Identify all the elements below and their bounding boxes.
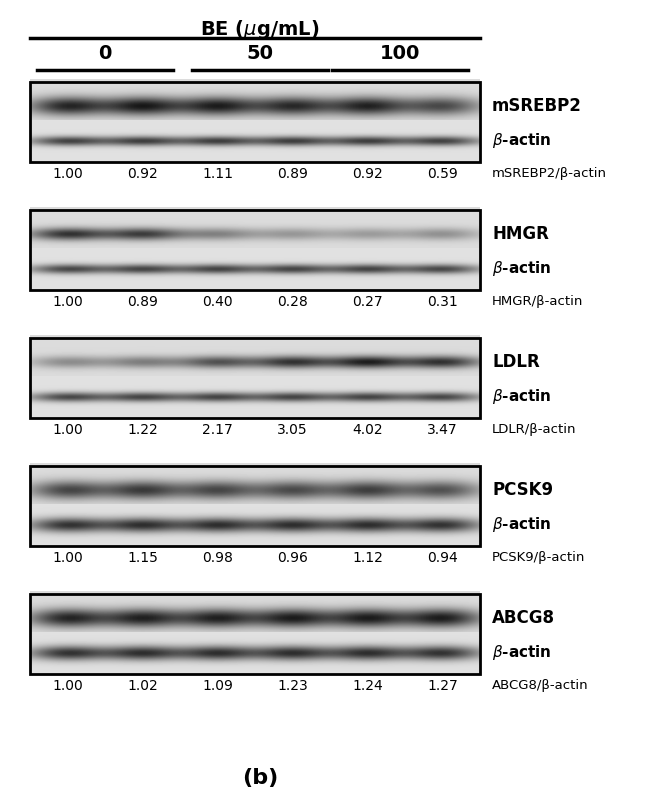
Text: mSREBP2/β-actin: mSREBP2/β-actin bbox=[492, 167, 607, 180]
Text: LDLR: LDLR bbox=[492, 353, 540, 371]
Bar bbox=[30, 338, 480, 418]
Bar bbox=[30, 466, 480, 546]
Text: 1.00: 1.00 bbox=[52, 423, 83, 437]
Text: 0.94: 0.94 bbox=[427, 551, 458, 565]
Text: 0.31: 0.31 bbox=[427, 295, 458, 309]
Bar bbox=[30, 210, 480, 290]
Text: ABCG8/β-actin: ABCG8/β-actin bbox=[492, 679, 589, 692]
Text: 1.00: 1.00 bbox=[52, 167, 83, 181]
Bar bbox=[30, 466, 480, 546]
Text: 1.02: 1.02 bbox=[127, 679, 158, 693]
Text: 0.96: 0.96 bbox=[277, 551, 308, 565]
Bar bbox=[30, 210, 480, 290]
Bar bbox=[30, 338, 480, 418]
Text: 0.59: 0.59 bbox=[427, 167, 458, 181]
Text: 1.23: 1.23 bbox=[277, 679, 308, 693]
Text: 0: 0 bbox=[98, 44, 112, 63]
Text: 50: 50 bbox=[246, 44, 274, 63]
Text: 0.27: 0.27 bbox=[352, 295, 383, 309]
Text: 1.09: 1.09 bbox=[202, 679, 233, 693]
Text: (b): (b) bbox=[242, 768, 278, 788]
Text: 100: 100 bbox=[380, 44, 420, 63]
Text: 1.00: 1.00 bbox=[52, 679, 83, 693]
Text: 1.12: 1.12 bbox=[352, 551, 383, 565]
Text: PCSK9/β-actin: PCSK9/β-actin bbox=[492, 551, 586, 564]
Text: $\beta$-actin: $\beta$-actin bbox=[492, 643, 552, 662]
Text: ABCG8: ABCG8 bbox=[492, 609, 555, 627]
Text: 0.40: 0.40 bbox=[202, 295, 233, 309]
Text: 1.15: 1.15 bbox=[127, 551, 158, 565]
Text: 1.00: 1.00 bbox=[52, 295, 83, 309]
Bar bbox=[30, 594, 480, 674]
Text: $\beta$-actin: $\beta$-actin bbox=[492, 515, 552, 534]
Text: 1.27: 1.27 bbox=[427, 679, 458, 693]
Text: BE ($\mu$g/mL): BE ($\mu$g/mL) bbox=[200, 18, 320, 41]
Text: 0.89: 0.89 bbox=[127, 295, 158, 309]
Text: 0.98: 0.98 bbox=[202, 551, 233, 565]
Text: 1.22: 1.22 bbox=[127, 423, 158, 437]
Text: PCSK9: PCSK9 bbox=[492, 481, 553, 499]
Text: HMGR/β-actin: HMGR/β-actin bbox=[492, 295, 584, 308]
Text: 1.11: 1.11 bbox=[202, 167, 233, 181]
Text: HMGR: HMGR bbox=[492, 225, 549, 243]
Text: 0.28: 0.28 bbox=[277, 295, 308, 309]
Text: 2.17: 2.17 bbox=[202, 423, 233, 437]
Text: $\beta$-actin: $\beta$-actin bbox=[492, 259, 552, 278]
Bar bbox=[30, 82, 480, 162]
Text: 0.92: 0.92 bbox=[352, 167, 383, 181]
Text: $\beta$-actin: $\beta$-actin bbox=[492, 387, 552, 406]
Text: 0.92: 0.92 bbox=[127, 167, 158, 181]
Text: 3.47: 3.47 bbox=[427, 423, 458, 437]
Text: 0.89: 0.89 bbox=[277, 167, 308, 181]
Text: $\beta$-actin: $\beta$-actin bbox=[492, 131, 552, 150]
Text: 1.00: 1.00 bbox=[52, 551, 83, 565]
Text: 1.24: 1.24 bbox=[352, 679, 383, 693]
Text: 3.05: 3.05 bbox=[277, 423, 308, 437]
Text: 4.02: 4.02 bbox=[352, 423, 383, 437]
Bar bbox=[30, 594, 480, 674]
Text: LDLR/β-actin: LDLR/β-actin bbox=[492, 423, 577, 436]
Bar bbox=[30, 82, 480, 162]
Text: mSREBP2: mSREBP2 bbox=[492, 97, 582, 115]
